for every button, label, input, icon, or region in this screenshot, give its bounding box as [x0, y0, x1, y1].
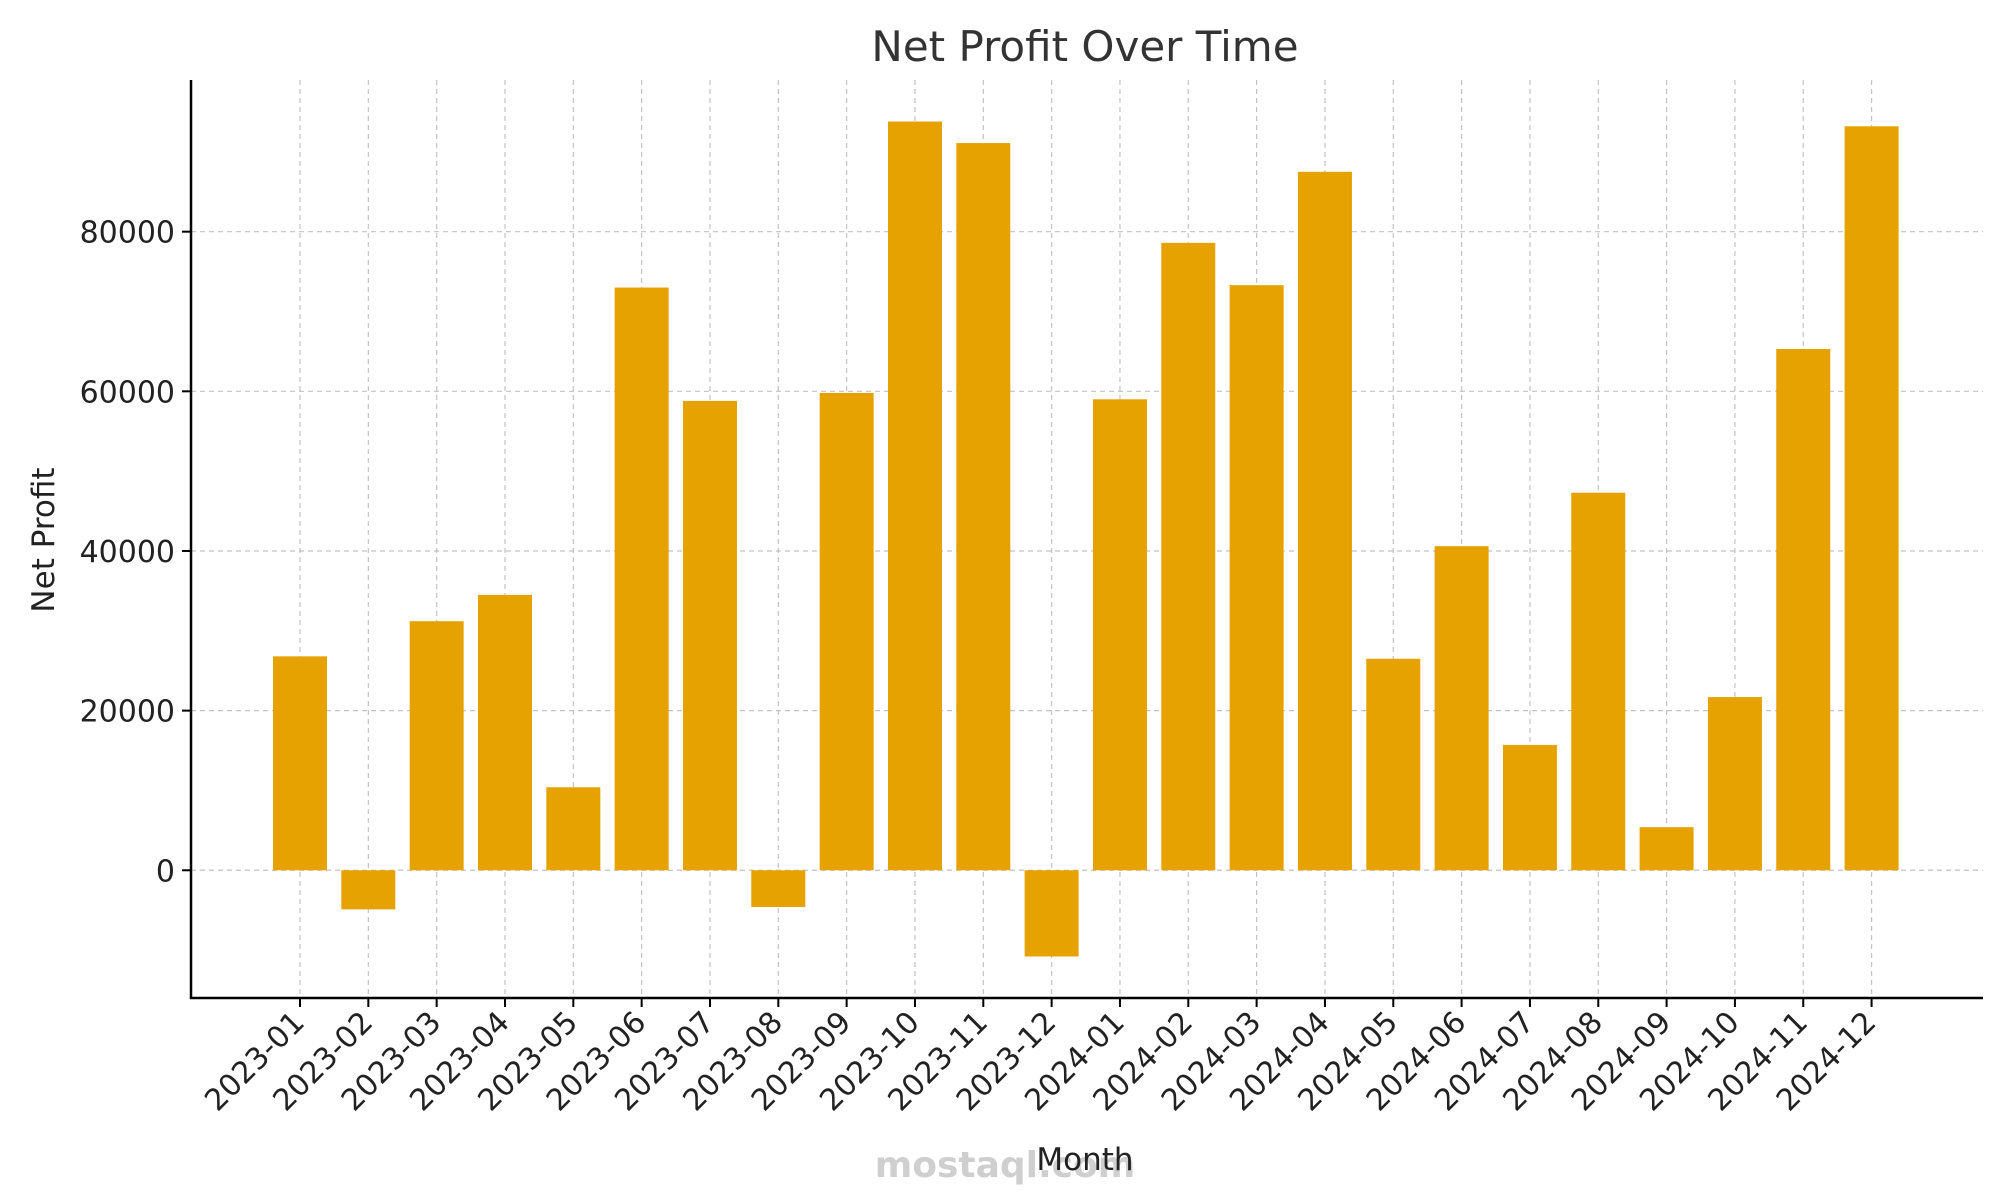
bar-2023-01 — [273, 656, 327, 871]
bar-2024-11 — [1776, 349, 1831, 871]
bar-2024-03 — [1229, 285, 1284, 871]
bar-2024-01 — [1092, 399, 1147, 871]
bar-2024-08 — [1571, 492, 1626, 871]
y-axis-label: Net Profit — [26, 467, 62, 612]
bar-2023-10 — [887, 121, 942, 871]
bar-2024-09 — [1639, 827, 1694, 871]
bar-2024-10 — [1707, 697, 1762, 871]
bar-2024-12 — [1844, 126, 1899, 871]
bar-2023-12 — [1024, 870, 1079, 957]
chart-title: Net Profit Over Time — [871, 22, 1298, 71]
bar-2023-08 — [751, 870, 806, 907]
y-tick-label: 40000 — [80, 535, 175, 570]
bar-2023-11 — [956, 143, 1011, 871]
y-tick-label: 80000 — [80, 216, 175, 251]
bar-2023-04 — [477, 594, 532, 871]
bar-2024-04 — [1297, 171, 1352, 871]
bar-2024-07 — [1502, 744, 1557, 871]
bar-2023-06 — [614, 287, 669, 871]
bar-2024-05 — [1366, 658, 1421, 871]
y-tick-label: 0 — [156, 854, 175, 889]
bar-2023-05 — [546, 787, 601, 871]
bar-2023-03 — [409, 621, 464, 871]
bar-2024-02 — [1161, 242, 1216, 871]
bar-2024-06 — [1434, 546, 1489, 871]
y-tick-label: 20000 — [80, 695, 175, 730]
axes-layer — [189, 80, 1983, 1000]
bar-2023-09 — [819, 392, 874, 871]
watermark-text: mostaql.com — [875, 1145, 1136, 1186]
bars-layer — [273, 121, 1899, 957]
bar-2023-02 — [341, 870, 396, 910]
x-axis-label: Month — [1036, 1142, 1133, 1178]
y-tick-label: 60000 — [80, 375, 175, 410]
bar-2023-07 — [682, 400, 737, 871]
